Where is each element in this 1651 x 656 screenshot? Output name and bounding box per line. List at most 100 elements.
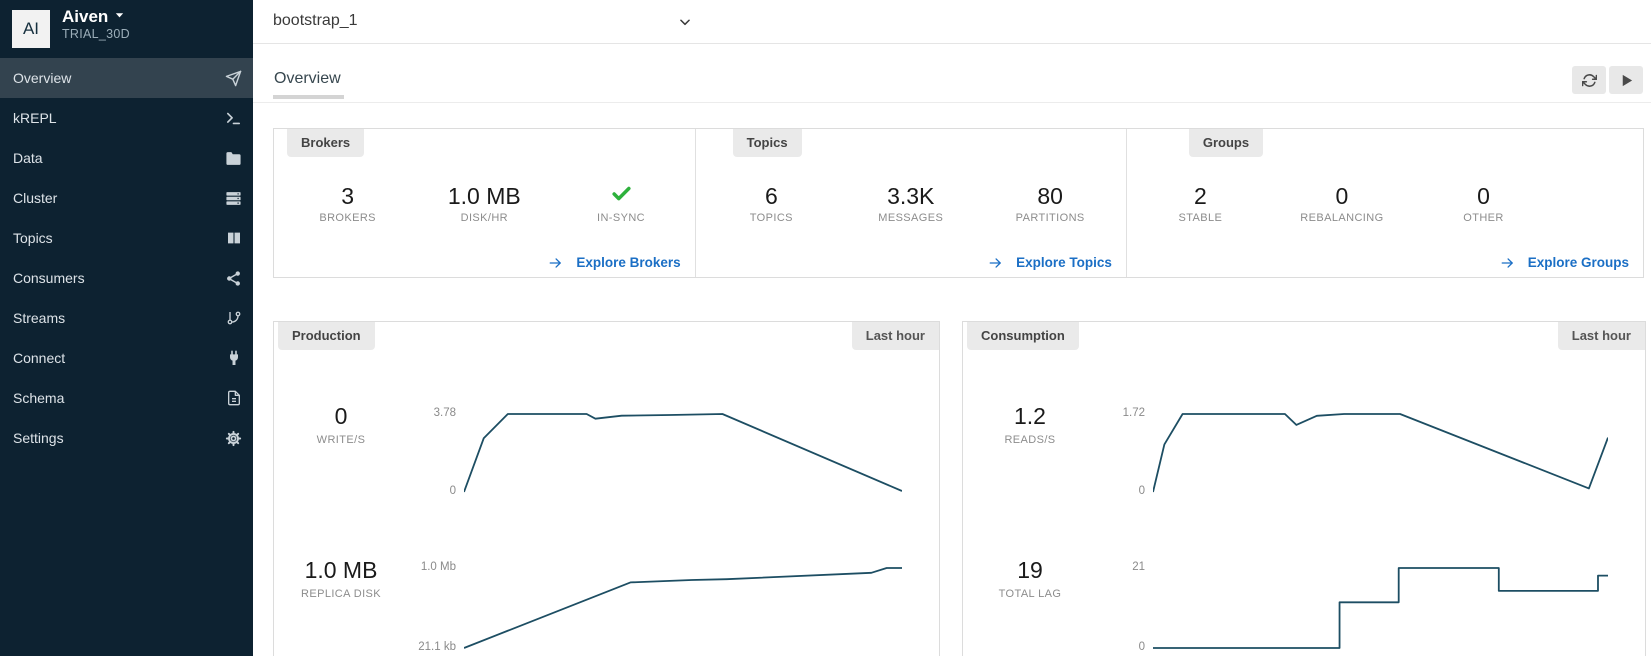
gear-icon — [220, 430, 242, 447]
time-range-chip[interactable]: Last hour — [1557, 322, 1645, 350]
columns-icon — [220, 230, 242, 246]
sidebar-item-label: kREPL — [13, 110, 57, 126]
chart-total-lag: 21 0 — [1097, 558, 1645, 656]
topbar: bootstrap_1 — [253, 0, 1651, 44]
line-chart-reads-s — [1153, 404, 1608, 504]
stat-brokers: 3 BROKERS — [313, 183, 383, 224]
sidebar-item-consumers[interactable]: Consumers — [0, 258, 253, 298]
sidebar-item-settings[interactable]: Settings — [0, 418, 253, 458]
sidebar-item-cluster[interactable]: Cluster — [0, 178, 253, 218]
metric-row-reads-s: 1.2 READS/S 1.72 0 — [963, 403, 1645, 504]
stat-value: 80 — [1037, 183, 1063, 209]
sidebar-item-overview[interactable]: Overview — [0, 58, 253, 98]
explore-groups-link[interactable]: Explore Groups — [1499, 255, 1629, 270]
sidebar-item-schema[interactable]: Schema — [0, 378, 253, 418]
refresh-button[interactable] — [1572, 66, 1606, 94]
y-axis-labels: 1.0 Mb 21.1 kb — [408, 558, 464, 656]
stat-label: IN-SYNC — [596, 212, 646, 224]
sidebar-item-data[interactable]: Data — [0, 138, 253, 178]
org-name: Aiven — [62, 7, 109, 26]
arrow-right-icon — [1499, 256, 1516, 270]
run-button[interactable] — [1609, 66, 1643, 94]
file-icon — [220, 390, 242, 406]
stat-value — [586, 183, 656, 210]
stat-value: 2 — [1193, 183, 1207, 209]
sidebar: AI Aiven TRIAL_30D Overview kREPL Data Clus… — [0, 0, 253, 656]
stat-disk-hr: 1.0 MB DISK/HR — [448, 183, 521, 224]
line-chart-write-s — [464, 404, 902, 504]
stats-panel: Brokers 3 BROKERS 1.0 MB DISK/HR IN-SYNC Explo… — [273, 128, 1644, 278]
refresh-icon — [1581, 73, 1597, 88]
chevron-down-icon — [678, 15, 692, 29]
stats-section-brokers: Brokers 3 BROKERS 1.0 MB DISK/HR IN-SYNC Explo… — [274, 129, 696, 277]
sidebar-item-label: Overview — [13, 70, 72, 86]
y-axis-labels: 1.72 0 — [1097, 404, 1153, 504]
sidebar-item-krepl[interactable]: kREPL — [0, 98, 253, 138]
metric-label: TOTAL LAG — [998, 587, 1062, 600]
stat-partitions: 80 PARTITIONS — [1015, 183, 1085, 224]
tab-overview[interactable]: Overview — [273, 70, 344, 99]
card-title-chip: Consumption — [967, 322, 1079, 350]
explore-brokers-link[interactable]: Explore Brokers — [547, 255, 681, 270]
metric-stat-reads-s: 1.2 READS/S — [963, 374, 1097, 474]
y-axis-labels: 21 0 — [1097, 558, 1153, 656]
stat-stable: 2 STABLE — [1165, 183, 1235, 224]
metric-row-write-s: 0 WRITE/S 3.78 0 — [274, 403, 939, 504]
caret-down-icon — [114, 10, 125, 21]
production-card: Production Last hour 0 WRITE/S 3.78 0 1.0 MB RE… — [273, 321, 940, 656]
play-icon — [1619, 73, 1634, 88]
stats-section-topics: Topics 6 TOPICS 3.3K MESSAGES 80 PARTITIONS Exp… — [696, 129, 1127, 277]
link-label: Explore Groups — [1527, 255, 1629, 270]
time-range-chip[interactable]: Last hour — [851, 322, 939, 350]
cluster-selector[interactable]: bootstrap_1 — [273, 12, 358, 29]
share-icon — [220, 270, 242, 287]
card-title-chip: Production — [278, 322, 375, 350]
y-axis-zero-label: 0 — [449, 485, 456, 497]
metric-label: READS/S — [1004, 433, 1056, 446]
branch-icon — [220, 310, 242, 326]
section-title-chip: Groups — [1188, 129, 1264, 157]
sidebar-item-label: Cluster — [13, 190, 58, 206]
y-axis-max-label: 1.72 — [1122, 407, 1145, 419]
metric-value: 0 — [334, 402, 348, 429]
chart-reads-s: 1.72 0 — [1097, 404, 1645, 504]
explore-topics-link[interactable]: Explore Topics — [987, 255, 1112, 270]
sidebar-item-topics[interactable]: Topics — [0, 218, 253, 258]
metric-label: WRITE/S — [316, 433, 366, 446]
stat-label: REBALANCING — [1300, 212, 1384, 224]
metric-value: 1.2 — [1014, 402, 1046, 429]
link-label: Explore Topics — [1016, 255, 1112, 270]
sidebar-item-label: Schema — [13, 390, 65, 406]
metric-label: REPLICA DISK — [301, 587, 381, 600]
terminal-icon — [220, 110, 242, 127]
metric-value: 19 — [1017, 556, 1043, 583]
app-logo: AI — [12, 10, 50, 48]
line-chart-replica-disk — [464, 558, 902, 656]
metric-stat-write-s: 0 WRITE/S — [274, 374, 408, 474]
sidebar-item-label: Data — [13, 150, 43, 166]
stat-topics: 6 TOPICS — [736, 183, 806, 224]
arrow-right-icon — [547, 256, 564, 270]
sidebar-item-streams[interactable]: Streams — [0, 298, 253, 338]
server-icon — [220, 190, 242, 207]
sidebar-item-connect[interactable]: Connect — [0, 338, 253, 378]
stat-value: 1.0 MB — [447, 183, 521, 209]
sidebar-item-label: Topics — [13, 230, 53, 246]
sidebar-item-label: Connect — [13, 350, 66, 366]
arrow-right-icon — [987, 256, 1004, 270]
sidebar-item-label: Consumers — [13, 270, 85, 286]
line-chart-total-lag — [1153, 558, 1608, 656]
main-area: bootstrap_1 Overview Brokers 3 BROKERS 1.0 … — [253, 0, 1651, 656]
stat-label: STABLE — [1178, 212, 1223, 224]
section-title-chip: Brokers — [287, 129, 365, 157]
send-icon — [220, 70, 242, 87]
consumption-card: Consumption Last hour 1.2 READS/S 1.72 0 19 TOT… — [962, 321, 1646, 656]
stat-value: 6 — [764, 183, 778, 209]
y-axis-max-label: 1.0 Mb — [420, 561, 456, 573]
org-selector[interactable]: Aiven — [62, 7, 125, 27]
metric-stat-total-lag: 19 TOTAL LAG — [963, 528, 1097, 628]
y-axis-max-label: 3.78 — [433, 407, 456, 419]
stat-label: BROKERS — [319, 212, 376, 224]
stat-value: 3.3K — [887, 183, 935, 209]
stat-label: PARTITIONS — [1015, 212, 1085, 224]
